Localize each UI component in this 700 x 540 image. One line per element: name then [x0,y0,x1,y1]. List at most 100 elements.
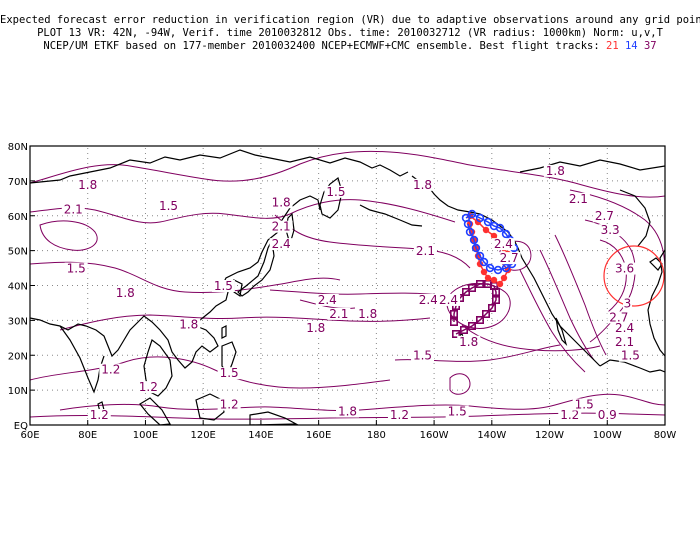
grid-dot [397,285,398,286]
grid-dot [592,285,593,286]
grid-dot [497,319,498,321]
verification-region-circle [603,245,665,307]
grid-dot [491,378,493,379]
contour-label-bg [157,199,181,212]
grid-dot [657,319,658,321]
grid-dot [318,288,320,289]
grid-dot [549,313,551,314]
grid-dot [162,389,163,391]
grid-dot [260,223,262,224]
flight-track-14-point [493,265,503,275]
grid-dot [177,250,178,252]
grid-dot [260,173,262,174]
grid-dot [307,215,308,217]
grid-dot [491,243,493,244]
grid-dot [132,389,133,391]
contour-label-bg [324,185,348,198]
contour-labels: 1.82.1 1.51.51.81.81.5 1.82.12.4 2.11.52.42… [61,164,642,422]
grid-dot [527,180,528,182]
grid-dot [167,285,168,286]
grid-dot [87,389,88,391]
grid-dot [242,389,243,391]
x-tick-label: 140E [248,430,273,441]
grid-dot [202,278,204,279]
grid-dot [491,173,493,174]
grid-dot [144,343,146,344]
grid-dot [491,198,493,199]
grid-dot [657,180,658,182]
grid-dot [652,250,653,252]
grid-dot [260,358,262,359]
grid-dot [257,319,258,321]
grid-dot [433,368,435,369]
grid-dot [87,268,89,269]
y-tick-label: 30N [8,316,28,327]
grid-dot [57,285,58,286]
grid-dot [507,389,508,391]
grid-dot [557,389,558,391]
grid-dot [182,354,183,356]
grid-dot [652,215,653,217]
grid-dot [272,319,273,321]
grid-dot [144,283,146,284]
grid-dot [387,354,388,356]
grid-dot [457,354,458,356]
grid-dot [606,323,608,324]
grid-dot [549,183,551,184]
grid-dot [491,203,493,204]
grid-dot [582,180,583,182]
grid-dot [606,398,608,399]
grid-dot [375,323,377,324]
grid-dot [602,180,603,182]
grid-dot [242,215,243,217]
grid-dot [144,323,146,324]
title-line-3: NCEP/UM ETKF based on 177-member 2010032… [0,40,700,53]
grid-dot [87,298,89,299]
grid-dot [433,313,435,314]
grid-dot [622,215,623,217]
contour-label-bg [269,220,293,233]
grid-dot [87,278,89,279]
grid-dot [547,389,548,391]
grid-dot [87,173,89,174]
grid-dot [427,319,428,321]
grid-dot [202,333,204,334]
grid-dot [82,215,83,217]
x-axis: 60E 80E 100E 120E 140E 160E 180 160W 140W 120W 100… [20,420,676,441]
grid-dot [37,250,38,252]
grid-dot [487,215,488,217]
grid-dot [662,215,663,217]
x-tick-label: 140W [477,430,506,441]
grid-dot [642,215,643,217]
grid-dot [372,180,373,182]
grid-dot [318,413,320,414]
grid-dot [567,285,568,286]
grid-dot [187,180,188,182]
grid-dot [297,250,298,252]
grid-dot [517,250,518,252]
grid-dot [606,403,608,404]
flight-track-14-point [483,217,493,227]
grid-dot [492,354,493,356]
x-tick-label: 100W [593,430,622,441]
grid-dot [606,163,608,164]
grid-dot [87,178,89,179]
grid-dot [42,285,43,286]
grid-dot [432,389,433,391]
grid-dot [602,389,603,391]
grid-dot [257,389,258,391]
grid-dot [177,180,178,182]
contour-label-bg [315,293,339,306]
grid-dot [137,180,138,182]
grid-dot [87,193,89,194]
grid-dot [292,389,293,391]
x-tick-label: 160W [420,430,449,441]
grid-dot [202,203,204,204]
grid-dot [318,248,320,249]
grid-dot [144,293,146,294]
grid-dot [202,348,204,349]
grid-dot [252,285,253,286]
grid-dot [582,354,583,356]
grid-dot [57,389,58,391]
grid-dot [549,398,551,399]
